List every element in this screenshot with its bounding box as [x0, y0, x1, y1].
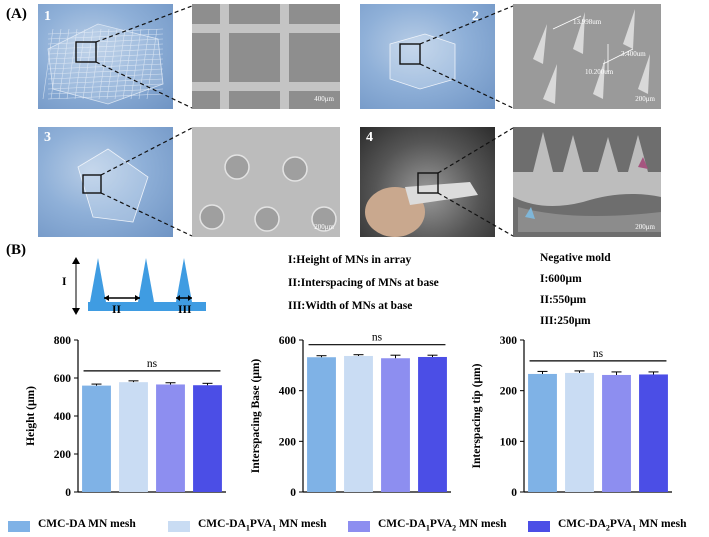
- y-axis-label: Height (μm): [25, 386, 37, 446]
- bar: [639, 374, 668, 492]
- schematic-label-ii: II: [112, 304, 121, 316]
- annotation-text: 10.200um: [585, 68, 614, 76]
- panel-b-label: (B): [6, 242, 26, 258]
- height-bar-chart: Height (μm) 0 200 400 600 800 ns: [25, 335, 226, 499]
- sem-image-1: 400μm: [192, 4, 340, 109]
- bar: [82, 385, 111, 492]
- bar: [528, 373, 557, 492]
- bar: [381, 358, 410, 492]
- scale-bar-label: 400μm: [314, 95, 334, 103]
- legend-label: CMC-DA1PVA1 MN mesh: [198, 518, 327, 533]
- interspacing-base-bar-chart: Interspacing Base (μm) 0 200 400 600 ns: [250, 332, 451, 499]
- y-tick-label: 300: [500, 335, 518, 347]
- sem-image-4: 200μm: [513, 127, 661, 237]
- bar: [156, 384, 185, 492]
- definition-iii: III:Width of MNs at base: [288, 300, 413, 312]
- photo-4-hand: 4: [360, 127, 495, 237]
- mold-title: Negative mold: [540, 252, 611, 264]
- annotation-text: 13.998um: [573, 18, 602, 26]
- y-tick-label: 600: [279, 335, 297, 347]
- y-tick-label: 200: [54, 449, 72, 461]
- bar: [193, 385, 222, 492]
- significance-label: ns: [593, 348, 604, 360]
- y-tick-label: 400: [54, 411, 72, 423]
- schematic-label-iii: III: [178, 304, 192, 316]
- photo-number: 1: [44, 9, 51, 24]
- mold-value-i: I:600μm: [540, 273, 582, 285]
- significance-label: ns: [372, 332, 383, 344]
- mesh-drawing: [77, 148, 149, 223]
- annotation-text: 3.400um: [621, 50, 646, 58]
- scale-bar-label: 200μm: [635, 223, 655, 231]
- legend-label: CMC-DA1PVA2 MN mesh: [378, 518, 507, 533]
- photo-1-mesh: 1: [38, 4, 173, 109]
- mold-value-iii: III:250μm: [540, 315, 591, 327]
- interspacing-tip-bar-chart: Interspacing tip (μm) 0 100 200 300 ns: [471, 335, 672, 499]
- y-tick-label: 200: [500, 386, 518, 398]
- photo-number: 3: [44, 130, 51, 145]
- sem-cross-section-drawing: [513, 127, 661, 237]
- y-tick-label: 400: [279, 386, 297, 398]
- y-tick-label: 100: [500, 436, 518, 448]
- significance-label: ns: [147, 358, 158, 370]
- legend-swatch: [8, 521, 30, 532]
- legend-label: CMC-DA MN mesh: [38, 518, 136, 530]
- y-tick-label: 0: [65, 487, 71, 499]
- y-tick-label: 200: [279, 436, 297, 448]
- legend: CMC-DA MN mesh CMC-DA1PVA1 MN mesh CMC-D…: [8, 518, 708, 536]
- schematic-label-i: I: [62, 276, 67, 288]
- y-axis-label: Interspacing tip (μm): [471, 363, 483, 468]
- mold-value-ii: II:550μm: [540, 294, 587, 306]
- bar: [344, 355, 373, 492]
- bar: [119, 382, 148, 492]
- legend-swatch: [168, 521, 190, 532]
- sem-grid-drawing: [192, 4, 340, 109]
- definition-ii: II:Interspacing of MNs at base: [288, 277, 439, 289]
- y-tick-label: 0: [511, 487, 517, 499]
- bar: [602, 374, 631, 492]
- y-tick-label: 800: [54, 335, 72, 347]
- bar: [418, 356, 447, 492]
- mesh-drawing: [42, 23, 164, 105]
- sem-image-3: 200μm: [192, 127, 340, 237]
- photo-number: 4: [366, 130, 373, 145]
- bar: [307, 357, 336, 492]
- definition-i: I:Height of MNs in array: [288, 254, 412, 266]
- panel-a-label: (A): [6, 6, 27, 22]
- sem-holes-drawing: [192, 127, 340, 237]
- legend-swatch: [528, 521, 550, 532]
- hand-drawing: [365, 172, 478, 237]
- scale-bar-label: 200μm: [314, 223, 334, 231]
- legend-label: CMC-DA2PVA1 MN mesh: [558, 518, 687, 533]
- scale-bar-label: 200μm: [635, 95, 655, 103]
- legend-swatch: [348, 521, 370, 532]
- photo-2-mesh: 2: [360, 4, 495, 109]
- photo-3-mesh: 3: [38, 127, 173, 237]
- sem-tips-drawing: [513, 4, 661, 109]
- mesh-drawing: [389, 33, 456, 90]
- sem-image-2: 13.998um 3.400um 10.200um 200μm: [513, 4, 661, 109]
- y-axis-label: Interspacing Base (μm): [250, 359, 262, 474]
- microneedle-schematic: [72, 257, 206, 315]
- y-tick-label: 0: [290, 487, 296, 499]
- y-tick-label: 600: [54, 373, 72, 385]
- bar: [565, 372, 594, 492]
